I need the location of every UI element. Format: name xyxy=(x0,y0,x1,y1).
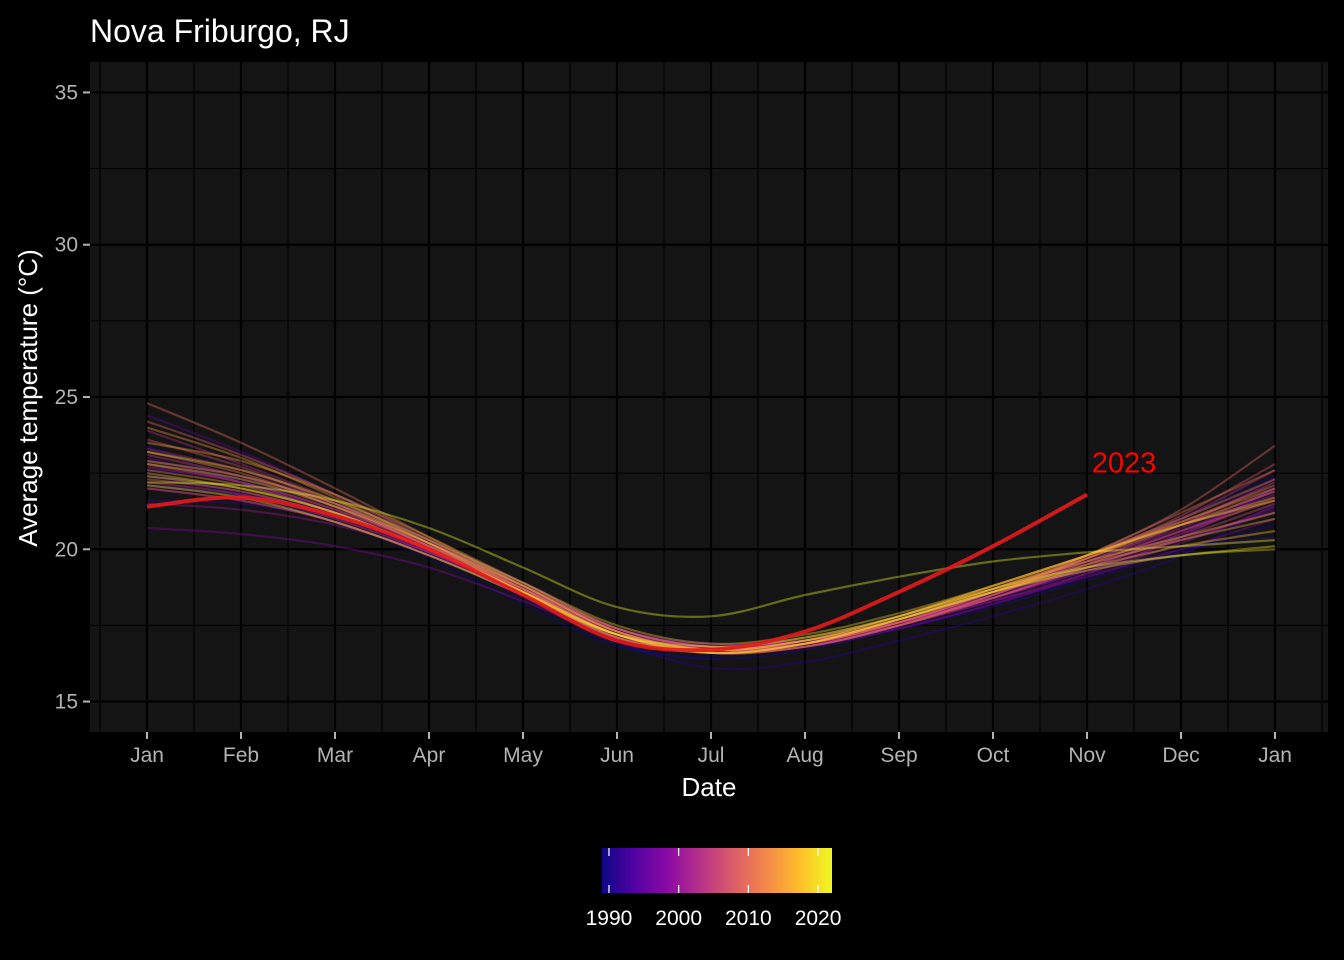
series-line-1996 xyxy=(146,456,1276,648)
y-tick-label: 15 xyxy=(55,691,78,714)
series-line-2014 xyxy=(146,426,1276,655)
colorbar-tick-label: 1990 xyxy=(586,907,633,930)
x-tick-label: Dec xyxy=(1162,744,1199,767)
x-axis: Jan Feb Mar Apr May Jun Jul Aug Sep Oct Nov Dec Jan xyxy=(130,732,1292,767)
year-series-lines xyxy=(146,402,1276,671)
y-tick-label: 30 xyxy=(55,234,78,257)
x-tick-label: Jun xyxy=(600,744,634,767)
x-tick-label: Jul xyxy=(698,744,725,767)
series-line-2002 xyxy=(146,447,1276,649)
series-line-2015 xyxy=(146,441,1276,649)
colorbar-tick-label: 2000 xyxy=(655,907,702,930)
series-line-1992 xyxy=(146,499,1276,654)
colorbar-legend: 1990 2000 2010 2020 xyxy=(586,848,842,930)
colorbar-tick-label: 2020 xyxy=(795,907,842,930)
colorbar xyxy=(602,848,832,893)
x-tick-label: Jan xyxy=(1258,744,1292,767)
x-tick-label: May xyxy=(503,744,543,767)
series-line-2016 xyxy=(146,459,1276,655)
x-tick-label: Jan xyxy=(130,744,164,767)
series-line-2000 xyxy=(146,502,1276,649)
highlight-line xyxy=(146,492,1088,653)
series-line-1993 xyxy=(146,459,1276,646)
series-line-2012 xyxy=(146,450,1276,655)
series-line-1990 xyxy=(146,444,1276,661)
y-tick-label: 20 xyxy=(55,538,78,561)
x-tick-label: Oct xyxy=(977,744,1010,767)
series-line-1999 xyxy=(146,487,1276,649)
chart-title: Nova Friburgo, RJ xyxy=(90,13,350,49)
x-tick-label: Nov xyxy=(1068,744,1106,767)
series-line-2003 xyxy=(146,429,1276,655)
highlight-series xyxy=(146,492,1088,653)
y-axis: 15 20 25 30 35 xyxy=(55,81,90,714)
series-line-1998 xyxy=(146,487,1276,655)
y-tick-label: 25 xyxy=(55,386,78,409)
series-line-1989 xyxy=(146,472,1276,658)
series-line-2021 xyxy=(146,484,1276,648)
y-tick-label: 35 xyxy=(55,81,78,104)
highlight-year-label: 2023 xyxy=(1092,447,1157,479)
series-line-1991 xyxy=(146,469,1276,671)
colorbar-tick-label: 2010 xyxy=(725,907,772,930)
x-tick-label: Apr xyxy=(413,744,446,767)
x-tick-label: Feb xyxy=(223,744,259,767)
series-line-2022 xyxy=(146,481,1276,618)
x-tick-label: Mar xyxy=(317,744,353,767)
series-line-2007 xyxy=(146,438,1276,655)
series-line-2020 xyxy=(146,475,1276,655)
series-line-2008 xyxy=(146,487,1276,655)
x-tick-label: Aug xyxy=(786,744,823,767)
y-axis-title: Average temperature (°C) xyxy=(13,249,43,547)
series-line-2019 xyxy=(146,450,1276,646)
x-tick-label: Sep xyxy=(880,744,917,767)
series-line-2006 xyxy=(146,462,1276,649)
x-axis-title: Date xyxy=(682,772,737,802)
series-line-2010 xyxy=(146,402,1276,655)
major-gridlines xyxy=(90,62,1328,732)
